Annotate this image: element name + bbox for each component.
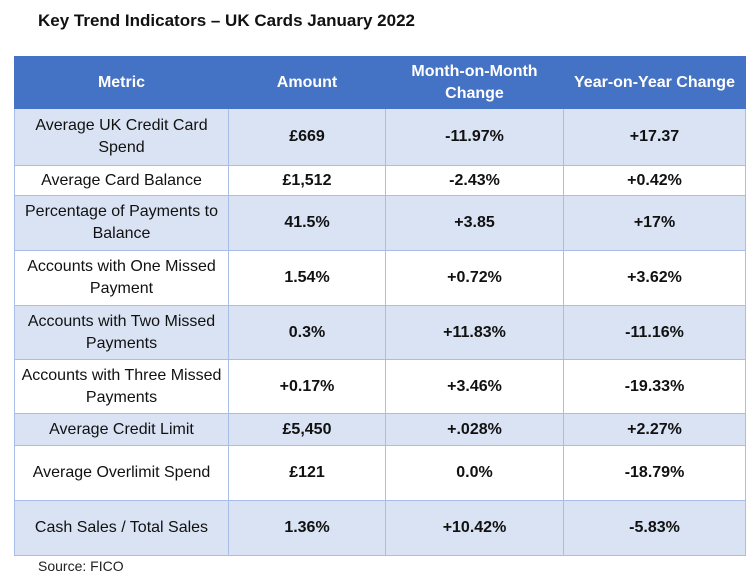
metric-cell: Accounts with Three Missed Payments — [14, 359, 229, 414]
key-trend-indicators-table: Metric Amount Month-on-Month Change Year… — [14, 56, 746, 556]
yoy-change-cell: +17% — [563, 195, 746, 251]
header-amount: Amount — [228, 56, 386, 109]
table-row: Cash Sales / Total Sales 1.36% +10.42% -5.8… — [14, 500, 746, 556]
table-row: Average Credit Limit £5,450 +.028% +2.27% — [14, 413, 746, 446]
yoy-change-cell: -18.79% — [563, 445, 746, 501]
header-year-on-year: Year-on-Year Change — [563, 56, 746, 109]
metric-cell: Percentage of Payments to Balance — [14, 195, 229, 251]
metric-cell: Average Credit Limit — [14, 413, 229, 446]
yoy-change-cell: -5.83% — [563, 500, 746, 556]
mom-change-cell: -11.97% — [385, 108, 564, 166]
amount-cell: 1.54% — [228, 250, 386, 306]
table-row: Accounts with One Missed Payment 1.54% +0.… — [14, 250, 746, 306]
metric-cell: Average Overlimit Spend — [14, 445, 229, 501]
mom-change-cell: 0.0% — [385, 445, 564, 501]
metric-cell: Cash Sales / Total Sales — [14, 500, 229, 556]
source-note: Source: FICO — [38, 558, 124, 574]
mom-change-cell: +.028% — [385, 413, 564, 446]
table-row: Average UK Credit Card Spend £669 -11.97% +… — [14, 108, 746, 166]
amount-cell: 1.36% — [228, 500, 386, 556]
page-title: Key Trend Indicators – UK Cards January … — [38, 11, 415, 30]
yoy-change-cell: +17.37 — [563, 108, 746, 166]
mom-change-cell: +10.42% — [385, 500, 564, 556]
header-month-on-month: Month-on-Month Change — [385, 56, 564, 109]
mom-change-cell: +0.72% — [385, 250, 564, 306]
table-row: Accounts with Three Missed Payments +0.17… — [14, 359, 746, 414]
yoy-change-cell: +2.27% — [563, 413, 746, 446]
table-row: Average Card Balance £1,512 -2.43% +0.42% — [14, 165, 746, 196]
metric-cell: Accounts with Two Missed Payments — [14, 305, 229, 360]
amount-cell: £669 — [228, 108, 386, 166]
amount-cell: £5,450 — [228, 413, 386, 446]
amount-cell: £1,512 — [228, 165, 386, 196]
metric-cell: Average Card Balance — [14, 165, 229, 196]
mom-change-cell: -2.43% — [385, 165, 564, 196]
metric-cell: Accounts with One Missed Payment — [14, 250, 229, 306]
table-row: Percentage of Payments to Balance 41.5% +3… — [14, 195, 746, 251]
yoy-change-cell: +0.42% — [563, 165, 746, 196]
amount-cell: 0.3% — [228, 305, 386, 360]
yoy-change-cell: -11.16% — [563, 305, 746, 360]
mom-change-cell: +11.83% — [385, 305, 564, 360]
yoy-change-cell: -19.33% — [563, 359, 746, 414]
amount-cell: 41.5% — [228, 195, 386, 251]
amount-cell: £121 — [228, 445, 386, 501]
metric-cell: Average UK Credit Card Spend — [14, 108, 229, 166]
amount-cell: +0.17% — [228, 359, 386, 414]
mom-change-cell: +3.46% — [385, 359, 564, 414]
table-row: Average Overlimit Spend £121 0.0% -18.79% — [14, 445, 746, 501]
mom-change-cell: +3.85 — [385, 195, 564, 251]
table-row: Accounts with Two Missed Payments 0.3% +11… — [14, 305, 746, 360]
header-metric: Metric — [14, 56, 229, 109]
yoy-change-cell: +3.62% — [563, 250, 746, 306]
header-row: Metric Amount Month-on-Month Change Year… — [14, 56, 746, 109]
